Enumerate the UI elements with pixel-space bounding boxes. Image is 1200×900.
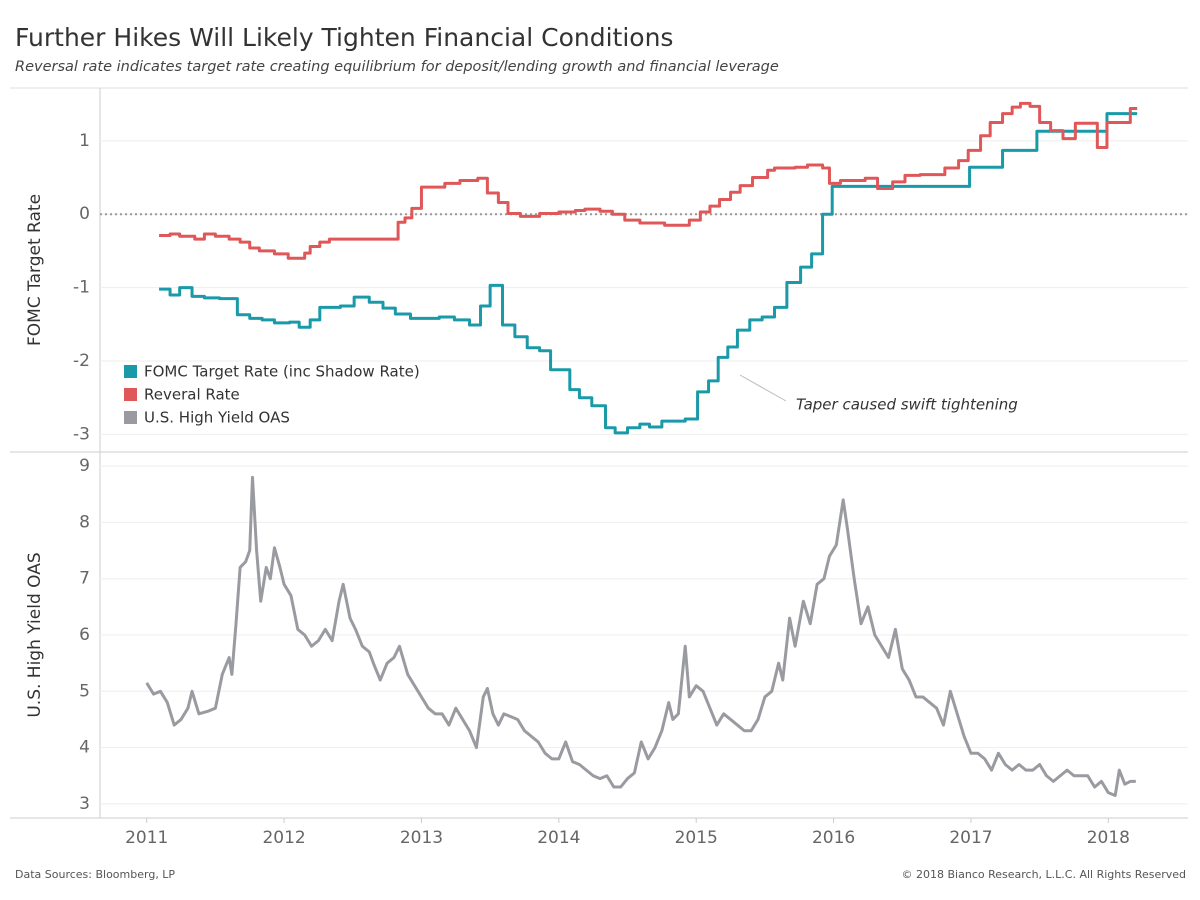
y-tick-label: 0 [79, 204, 90, 224]
series-line [145, 475, 1136, 797]
y-tick-label: 4 [79, 738, 90, 758]
x-tick-label: 2015 [675, 828, 718, 848]
y-tick-label: 6 [79, 625, 90, 645]
legend-label: U.S. High Yield OAS [144, 409, 290, 427]
x-tick-label: 2017 [949, 828, 992, 848]
legend-label: Reveral Rate [144, 386, 240, 404]
y-tick-label: -3 [73, 424, 90, 444]
x-tick-label: 2013 [400, 828, 443, 848]
annotation: Taper caused swift tightening [796, 396, 1018, 414]
footer-copyright: © 2018 Bianco Research, L.L.C. All Right… [902, 868, 1186, 881]
legend-swatch [124, 411, 137, 424]
legend-label: FOMC Target Rate (inc Shadow Rate) [144, 363, 420, 381]
y-tick-label: -2 [73, 351, 90, 371]
y-tick-label: 7 [79, 569, 90, 589]
y-tick-label: 1 [79, 131, 90, 151]
x-tick-label: 2016 [812, 828, 855, 848]
footer-source: Data Sources: Bloomberg, LP [15, 868, 175, 881]
x-tick-label: 2018 [1087, 828, 1130, 848]
y-tick-label: 5 [79, 681, 90, 701]
legend-swatch [124, 388, 137, 401]
x-tick-label: 2014 [537, 828, 580, 848]
series-line [159, 112, 1138, 435]
annotation-leader [739, 374, 787, 402]
x-tick-label: 2012 [262, 828, 305, 848]
y-tick-label: 3 [79, 794, 90, 814]
chart-subtitle: Reversal rate indicates target rate crea… [15, 59, 779, 75]
y-tick-label: 8 [79, 512, 90, 532]
series-line [159, 101, 1138, 260]
legend-swatch [124, 365, 137, 378]
chart-title: Further Hikes Will Likely Tighten Financ… [15, 23, 673, 52]
y-tick-label: -1 [73, 278, 90, 298]
y-tick-label: 9 [79, 456, 90, 476]
x-tick-label: 2011 [125, 828, 168, 848]
y-axis-title: U.S. High Yield OAS [25, 552, 45, 717]
y-axis-title: FOMC Target Rate [25, 194, 45, 346]
